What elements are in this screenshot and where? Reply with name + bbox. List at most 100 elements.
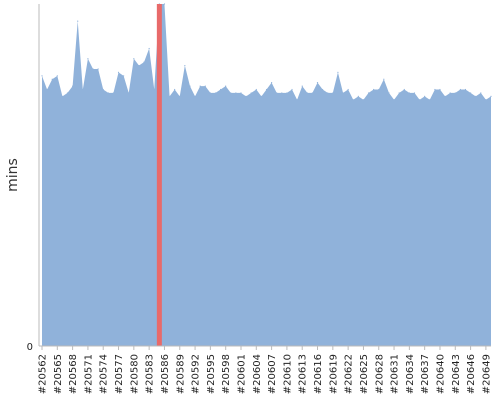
data-point [250, 92, 252, 94]
data-point [61, 95, 64, 97]
data-point [337, 71, 339, 73]
data-point [485, 99, 487, 101]
data-point [245, 95, 247, 97]
x-tick-label: #20577 [114, 354, 125, 394]
data-point [373, 88, 375, 91]
data-point [107, 92, 109, 94]
data-point [322, 88, 324, 91]
x-tick-label: #20616 [313, 354, 324, 394]
data-point [490, 95, 492, 97]
x-tick-label: #20607 [267, 354, 278, 394]
x-tick-label: #20568 [68, 354, 79, 394]
data-point [480, 92, 482, 94]
data-point [123, 75, 125, 77]
data-point [209, 92, 211, 94]
data-point [393, 99, 395, 101]
data-point [306, 92, 308, 94]
x-tick-label: #20592 [191, 354, 202, 394]
data-point [260, 95, 262, 97]
data-point [439, 88, 441, 91]
data-point [230, 92, 232, 94]
x-tick-label: #20565 [53, 354, 64, 394]
data-point [362, 99, 365, 101]
data-point [265, 88, 268, 91]
data-point [66, 92, 69, 94]
data-point [240, 92, 242, 94]
x-tick-label: #20640 [435, 354, 446, 394]
y-ticks: 0 [27, 342, 33, 353]
x-tick-label: #20586 [160, 354, 171, 394]
x-tick-label: #20562 [38, 354, 49, 394]
data-point [408, 92, 410, 94]
x-tick-label: #20649 [481, 354, 492, 394]
x-tick-label: #20598 [221, 354, 232, 394]
data-point [97, 68, 99, 70]
data-point [454, 92, 456, 94]
data-point [301, 85, 303, 87]
data-point [214, 92, 217, 94]
data-point [276, 92, 278, 94]
x-tick-label: #20574 [99, 354, 110, 394]
x-tick-label: #20613 [298, 354, 309, 394]
data-point [347, 88, 349, 91]
data-point [342, 92, 344, 94]
y-axis-label: mins [5, 158, 21, 192]
data-point [117, 71, 120, 73]
x-tick-label: #20637 [420, 354, 431, 394]
x-tick-label: #20625 [359, 354, 370, 394]
x-tick-label: #20622 [344, 354, 355, 394]
x-ticks: #20562 #20565 #20568 #20571 #20574 #20577 #205… [38, 346, 492, 394]
data-point [143, 61, 145, 63]
data-point [444, 95, 446, 97]
data-point [327, 92, 329, 94]
x-tick-label: #20580 [129, 354, 140, 394]
data-point [153, 88, 155, 91]
x-tick-label: #20571 [83, 354, 94, 394]
data-point [87, 58, 89, 60]
data-point [475, 95, 477, 97]
data-point [46, 88, 48, 91]
data-point [235, 92, 237, 94]
data-point [332, 92, 334, 94]
data-point [51, 78, 53, 80]
data-point [296, 99, 298, 101]
x-tick-label: #20610 [282, 354, 293, 394]
data-point [403, 88, 405, 91]
data-point [424, 95, 426, 97]
data-point [174, 88, 176, 91]
data-point [41, 75, 43, 77]
series-area [42, 4, 491, 346]
data-point [133, 58, 135, 60]
data-point [179, 95, 181, 97]
x-tick-label: #20601 [236, 354, 247, 394]
data-point [291, 88, 293, 91]
x-tick-label: #20634 [405, 354, 416, 394]
data-point [398, 92, 400, 94]
data-point [204, 85, 206, 87]
data-point [459, 88, 461, 91]
data-point [72, 85, 74, 87]
data-point [56, 75, 58, 77]
data-point [128, 92, 130, 94]
plot-area [41, 3, 492, 346]
data-point [219, 88, 222, 91]
x-tick-label: #20604 [252, 354, 263, 394]
data-point [449, 92, 451, 94]
data-point [434, 88, 436, 91]
highlight-marker [156, 4, 162, 346]
data-point [163, 3, 166, 5]
data-point [184, 64, 186, 67]
data-point [469, 92, 472, 94]
data-point [352, 99, 354, 101]
data-point [383, 78, 385, 80]
data-point [286, 92, 288, 94]
data-point [189, 85, 191, 87]
x-tick-label: #20646 [466, 354, 477, 394]
data-point [316, 82, 319, 84]
data-point [77, 20, 79, 22]
data-point [311, 92, 314, 94]
data-point [281, 92, 283, 94]
x-tick-label: #20589 [175, 354, 186, 394]
data-point [225, 85, 227, 87]
